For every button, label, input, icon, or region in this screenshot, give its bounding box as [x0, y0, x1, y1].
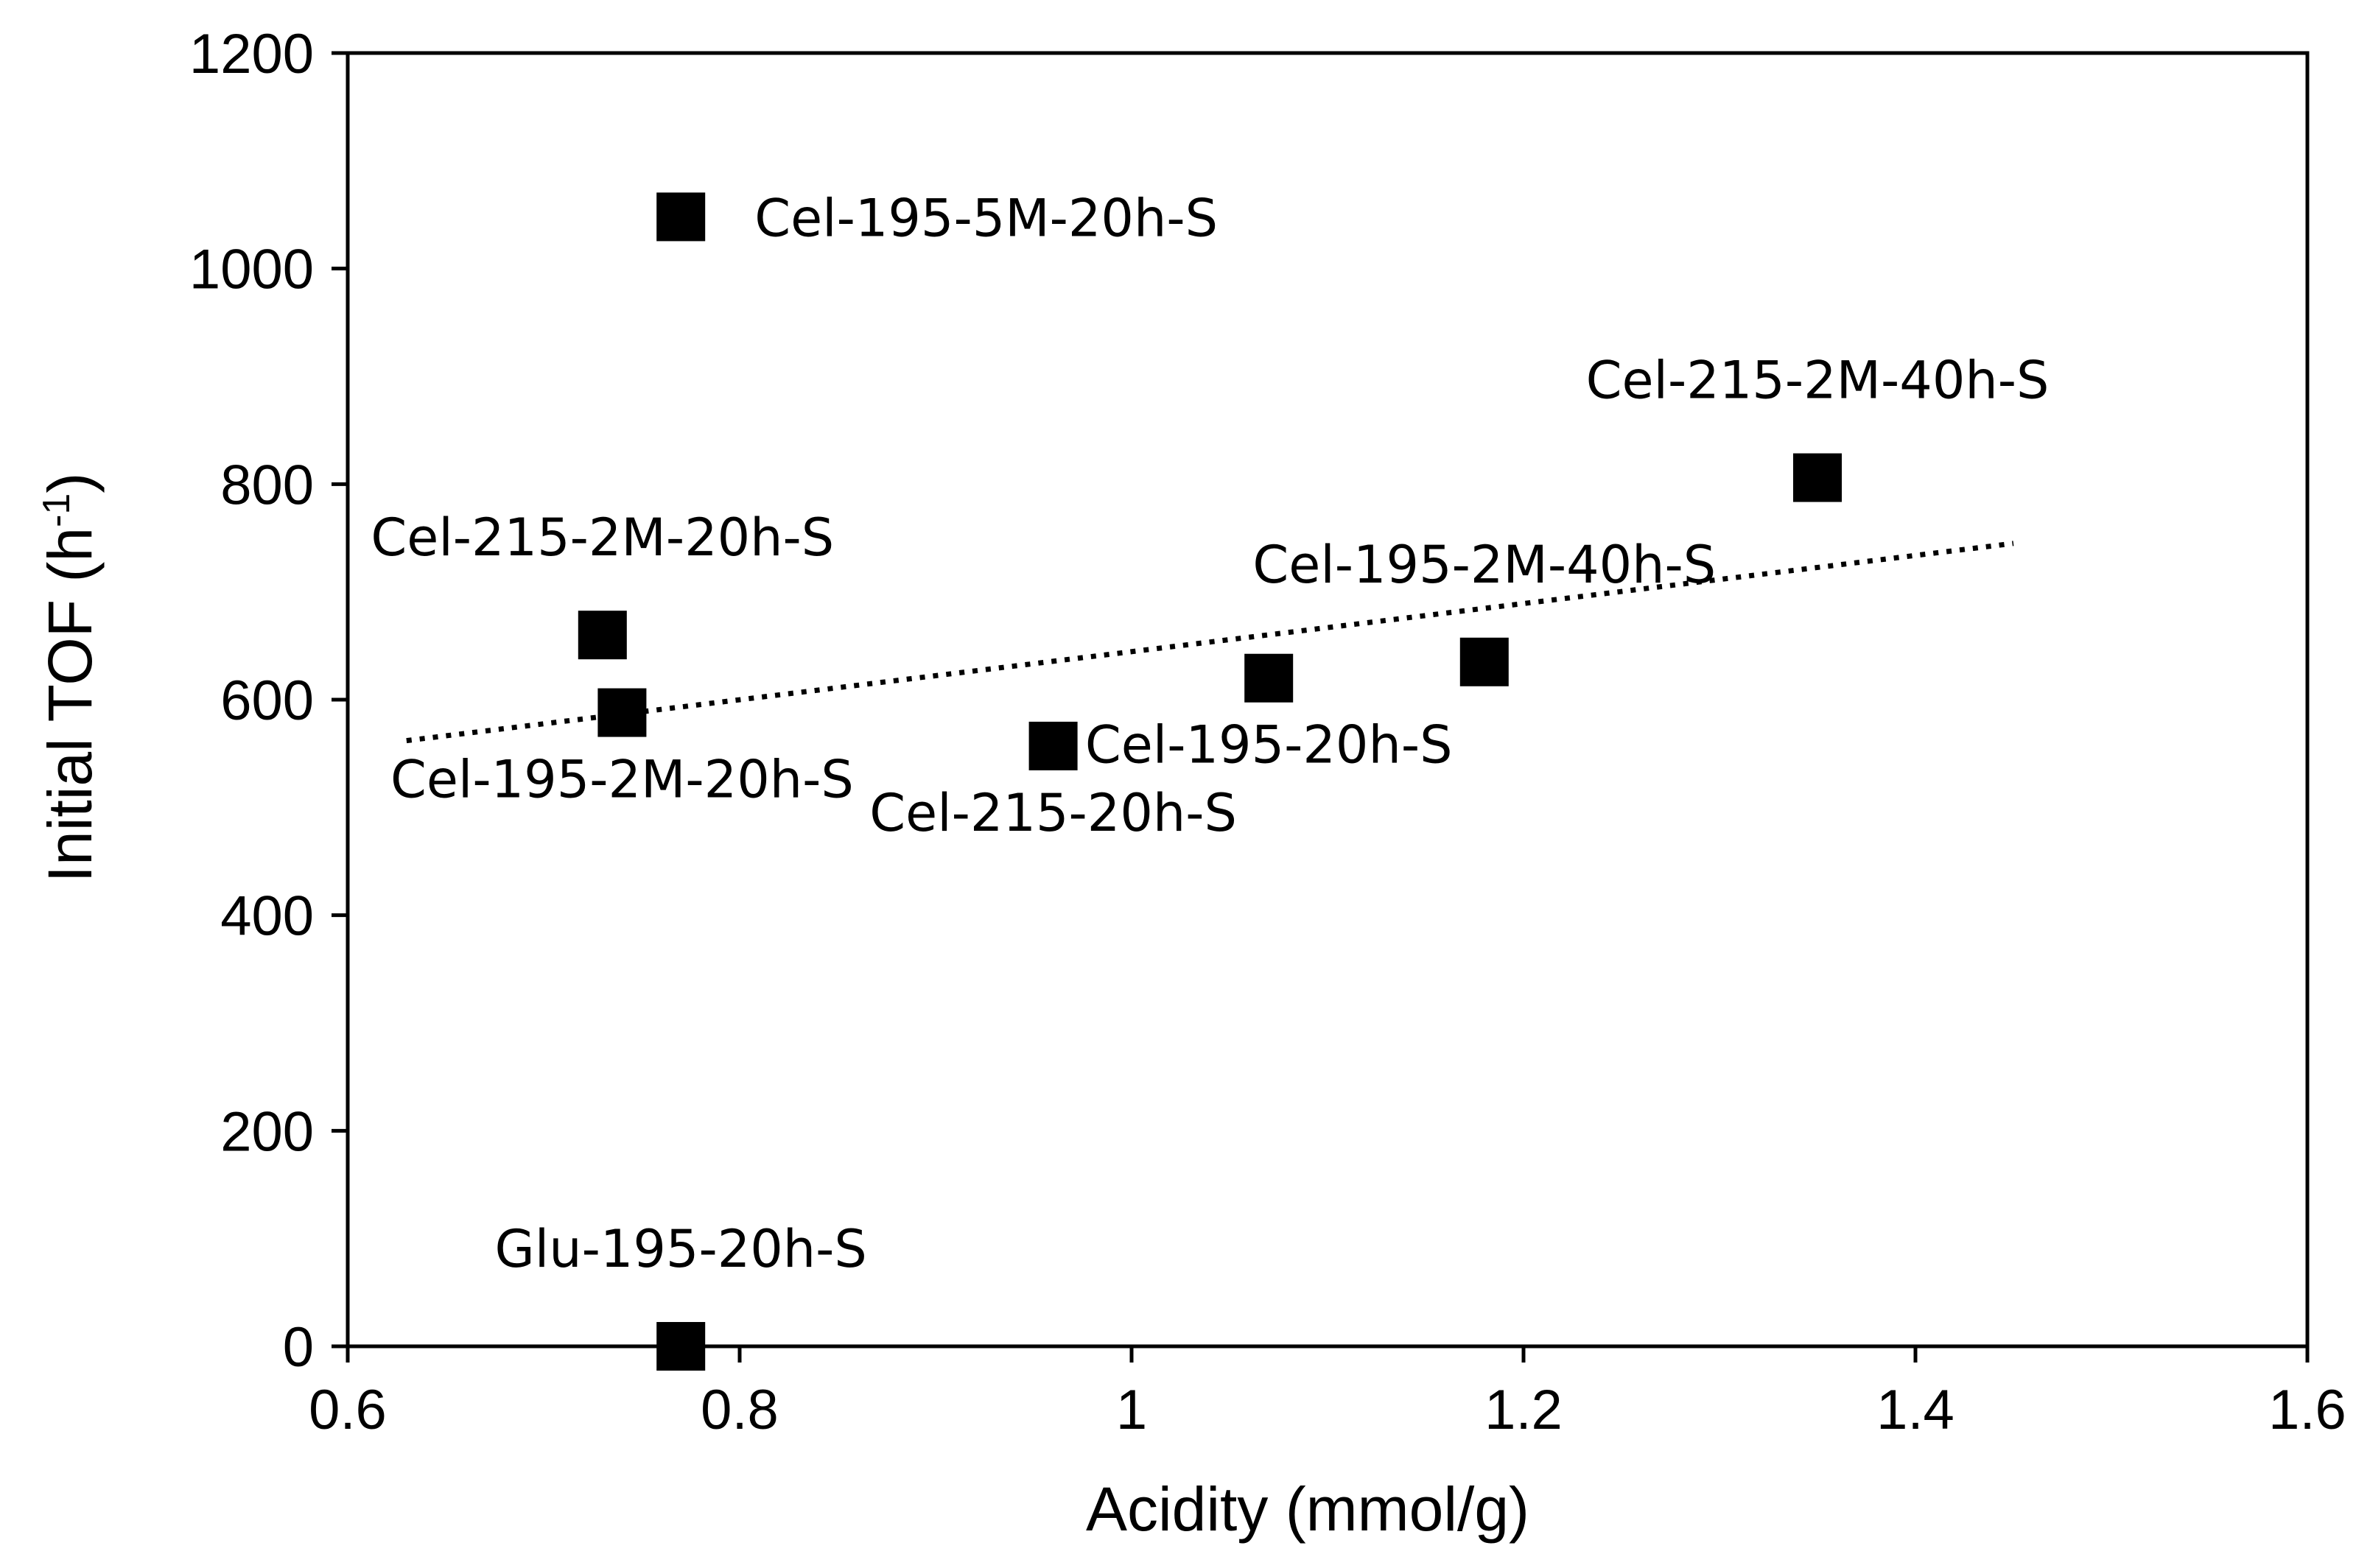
data-points — [578, 192, 1842, 1371]
y-tick-label: 200 — [220, 1100, 314, 1163]
data-point-label: Glu-195-20h-S — [495, 1219, 867, 1279]
data-point-label: Cel-195-2M-40h-S — [1252, 535, 1716, 595]
y-axis-ticks: 0 200 400 600 800 1000 1200 — [189, 23, 348, 1379]
data-point-marker — [1244, 653, 1294, 703]
data-point-label: Cel-195-5M-20h-S — [754, 188, 1218, 248]
y-tick-label: 800 — [220, 454, 314, 516]
y-axis-title: Initial TOF (h-1) — [35, 473, 105, 883]
data-point-marker — [597, 688, 647, 737]
data-point-label: Cel-215-20h-S — [869, 783, 1237, 843]
data-point-marker — [578, 611, 627, 660]
trendline — [406, 541, 2014, 744]
data-point-marker — [1028, 721, 1078, 770]
data-point-marker — [656, 1322, 706, 1371]
y-axis-title-close: ) — [35, 473, 105, 493]
x-axis-ticks: 0.6 0.8 1 1.2 1.4 1.6 — [309, 1346, 2346, 1441]
y-tick-label: 1200 — [189, 23, 314, 85]
x-tick-label: 0.6 — [309, 1379, 387, 1441]
y-axis-title-superscript: -1 — [35, 493, 78, 527]
y-tick-label: 400 — [220, 885, 314, 948]
data-point-marker — [1793, 453, 1842, 502]
x-axis-title: Acidity (mmol/g) — [1086, 1474, 1529, 1544]
data-point-marker — [1459, 637, 1509, 686]
x-tick-label: 1 — [1116, 1379, 1147, 1441]
trendline-group — [406, 541, 2014, 744]
data-point-label: Cel-215-2M-20h-S — [371, 507, 834, 568]
x-tick-label: 1.4 — [1876, 1379, 1954, 1441]
x-tick-label: 1.6 — [2268, 1379, 2346, 1441]
y-tick-label: 600 — [220, 669, 314, 732]
y-tick-label: 1000 — [189, 239, 314, 301]
data-point-label: Cel-195-20h-S — [1085, 715, 1453, 776]
data-point-label: Cel-195-2M-20h-S — [390, 750, 854, 810]
y-tick-label: 0 — [283, 1316, 314, 1379]
x-tick-label: 0.8 — [701, 1379, 779, 1441]
data-point-labels: Cel-195-5M-20h-S Cel-215-2M-40h-S Cel-215-… — [371, 188, 2049, 1279]
data-point-label: Cel-215-2M-40h-S — [1586, 351, 2050, 411]
x-tick-label: 1.2 — [1484, 1379, 1563, 1441]
y-axis-title-main: Initial TOF (h — [35, 527, 105, 882]
data-point-marker — [656, 192, 706, 242]
